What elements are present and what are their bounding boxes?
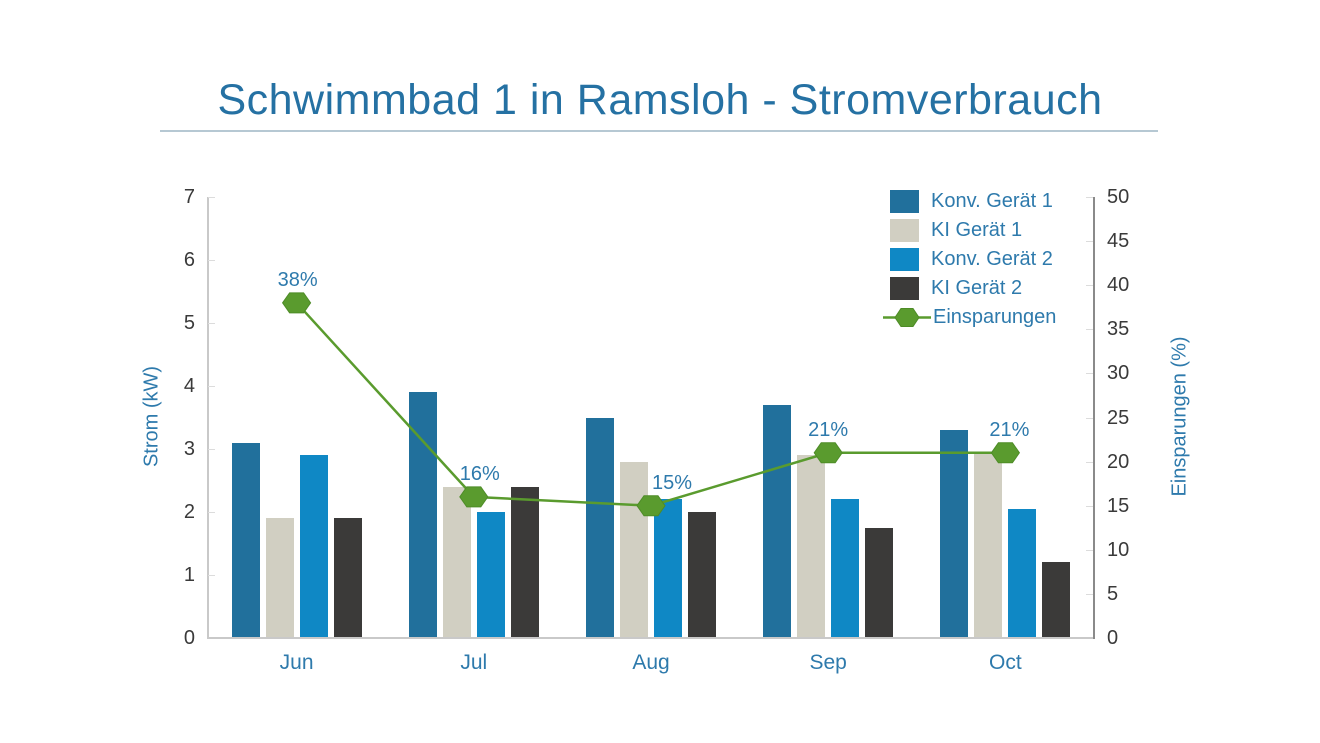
legend-item: KI Gerät 2 [890, 277, 1056, 300]
right-tick-label: 30 [1107, 362, 1130, 385]
right-axis-title: Einsparungen (%) [1168, 336, 1191, 497]
right-tick-label: 40 [1107, 274, 1130, 297]
bar-ki-ger-t-2-oct [1042, 562, 1071, 638]
bar-konv-ger-t-2-jun [299, 455, 328, 638]
left-axis-line [207, 197, 209, 639]
savings-value-label: 21% [808, 418, 849, 441]
bar-ki-ger-t-1-aug [620, 461, 648, 638]
bar-ki-ger-t-1-jul [442, 486, 471, 638]
left-tick-label: 7 [183, 186, 195, 208]
page-title: Schwimmbad 1 in Ramsloh - Stromverbrauch [217, 76, 1103, 124]
left-tick-label: 4 [183, 375, 195, 397]
plot-area: 38% 16% 15% 21% 21% [208, 197, 1094, 638]
legend-label: Einsparungen [933, 306, 1057, 328]
legend-swatch [890, 277, 919, 300]
title-underline [160, 130, 1158, 132]
right-tick-label: 5 [1107, 582, 1119, 605]
bar-ki-ger-t-1-oct [974, 452, 1003, 638]
savings-value-label: 21% [989, 418, 1030, 441]
line-marker-hexagon [813, 442, 843, 464]
right-tick-mark [1086, 197, 1093, 198]
legend-label: KI Gerät 2 [931, 277, 1023, 299]
legend-item-line: Einsparungen [883, 306, 1057, 329]
left-tick-label: 1 [183, 564, 195, 586]
line-marker-hexagon [281, 292, 312, 314]
right-tick-mark [1086, 329, 1093, 331]
right-tick-mark [1086, 373, 1093, 375]
bar-konv-ger-t-1-aug [586, 417, 614, 638]
line-marker-hexagon [636, 495, 666, 517]
left-tick-mark [208, 512, 215, 513]
bar-ki-ger-t-2-sep [865, 527, 894, 638]
left-tick-label: 6 [183, 249, 195, 271]
right-tick-mark [1086, 285, 1093, 287]
left-tick-mark [208, 323, 215, 324]
right-tick-label: 45 [1107, 230, 1130, 253]
right-tick-mark [1086, 505, 1093, 507]
bar-konv-ger-t-2-jul [476, 512, 505, 638]
line-marker-hexagon [990, 442, 1021, 464]
left-tick-mark [208, 197, 215, 198]
savings-value-label: 38% [277, 268, 318, 291]
legend-label: Konv. Gerät 1 [931, 190, 1053, 212]
left-tick-mark [208, 386, 215, 387]
legend-item: Konv. Gerät 2 [890, 248, 1056, 271]
legend-swatch [890, 248, 919, 271]
legend-label: Konv. Gerät 2 [931, 248, 1053, 270]
savings-value-label: 16% [459, 462, 500, 485]
legend-swatch [890, 190, 919, 213]
legend-marker-hexagon [894, 308, 920, 327]
line-marker-hexagon [459, 486, 489, 508]
right-tick-label: 0 [1107, 627, 1119, 649]
legend-label: KI Gerät 1 [931, 219, 1023, 241]
bar-konv-ger-t-1-jul [408, 392, 437, 638]
right-tick-label: 20 [1107, 450, 1130, 473]
left-tick-mark [208, 449, 215, 450]
bottom-axis-line [207, 637, 1095, 639]
right-tick-mark [1086, 593, 1093, 595]
right-tick-label: 15 [1107, 494, 1130, 517]
right-tick-mark [1086, 417, 1093, 419]
left-tick-label: 3 [183, 438, 195, 460]
bar-konv-ger-t-2-oct [1008, 508, 1037, 638]
savings-line-layer [281, 292, 1021, 517]
bar-ki-ger-t-1-jun [265, 518, 294, 638]
bar-konv-ger-t-1-oct [940, 430, 969, 638]
bar-konv-ger-t-1-jun [231, 442, 260, 638]
right-tick-mark [1086, 549, 1093, 551]
left-tick-label: 5 [183, 312, 195, 334]
right-tick-label: 10 [1107, 538, 1130, 561]
right-tick-label: 50 [1107, 186, 1130, 208]
legend-item: Konv. Gerät 1 [890, 190, 1056, 213]
legend-swatch [890, 219, 919, 242]
bar-konv-ger-t-2-aug [654, 499, 682, 638]
savings-value-label: 15% [651, 471, 693, 494]
bar-konv-ger-t-1-sep [763, 404, 792, 638]
left-tick-label: 0 [183, 627, 195, 649]
x-axis-label: Jun [279, 651, 314, 674]
right-tick-label: 35 [1107, 318, 1130, 341]
bar-ki-ger-t-1-sep [797, 455, 826, 638]
x-axis-label: Jul [460, 651, 488, 674]
left-tick-label: 2 [183, 501, 195, 523]
legend-item: KI Gerät 1 [890, 219, 1056, 242]
right-tick-label: 25 [1107, 406, 1130, 429]
x-axis-label: Oct [989, 651, 1022, 674]
bar-ki-ger-t-2-aug [688, 512, 716, 638]
left-tick-mark [208, 575, 215, 576]
bar-ki-ger-t-2-jun [333, 518, 362, 638]
left-tick-mark [208, 260, 215, 261]
legend-line-sample [883, 308, 931, 327]
x-axis-label: Sep [809, 651, 847, 674]
legend: Konv. Gerät 1 KI Gerät 1 Konv. Gerät 2 KI G… [883, 190, 1057, 335]
right-tick-mark [1086, 461, 1093, 463]
x-axis-label: Aug [632, 651, 670, 674]
right-tick-mark [1086, 241, 1093, 243]
bar-ki-ger-t-2-jul [510, 486, 539, 638]
right-axis-line [1093, 197, 1095, 639]
bar-konv-ger-t-2-sep [831, 499, 860, 638]
